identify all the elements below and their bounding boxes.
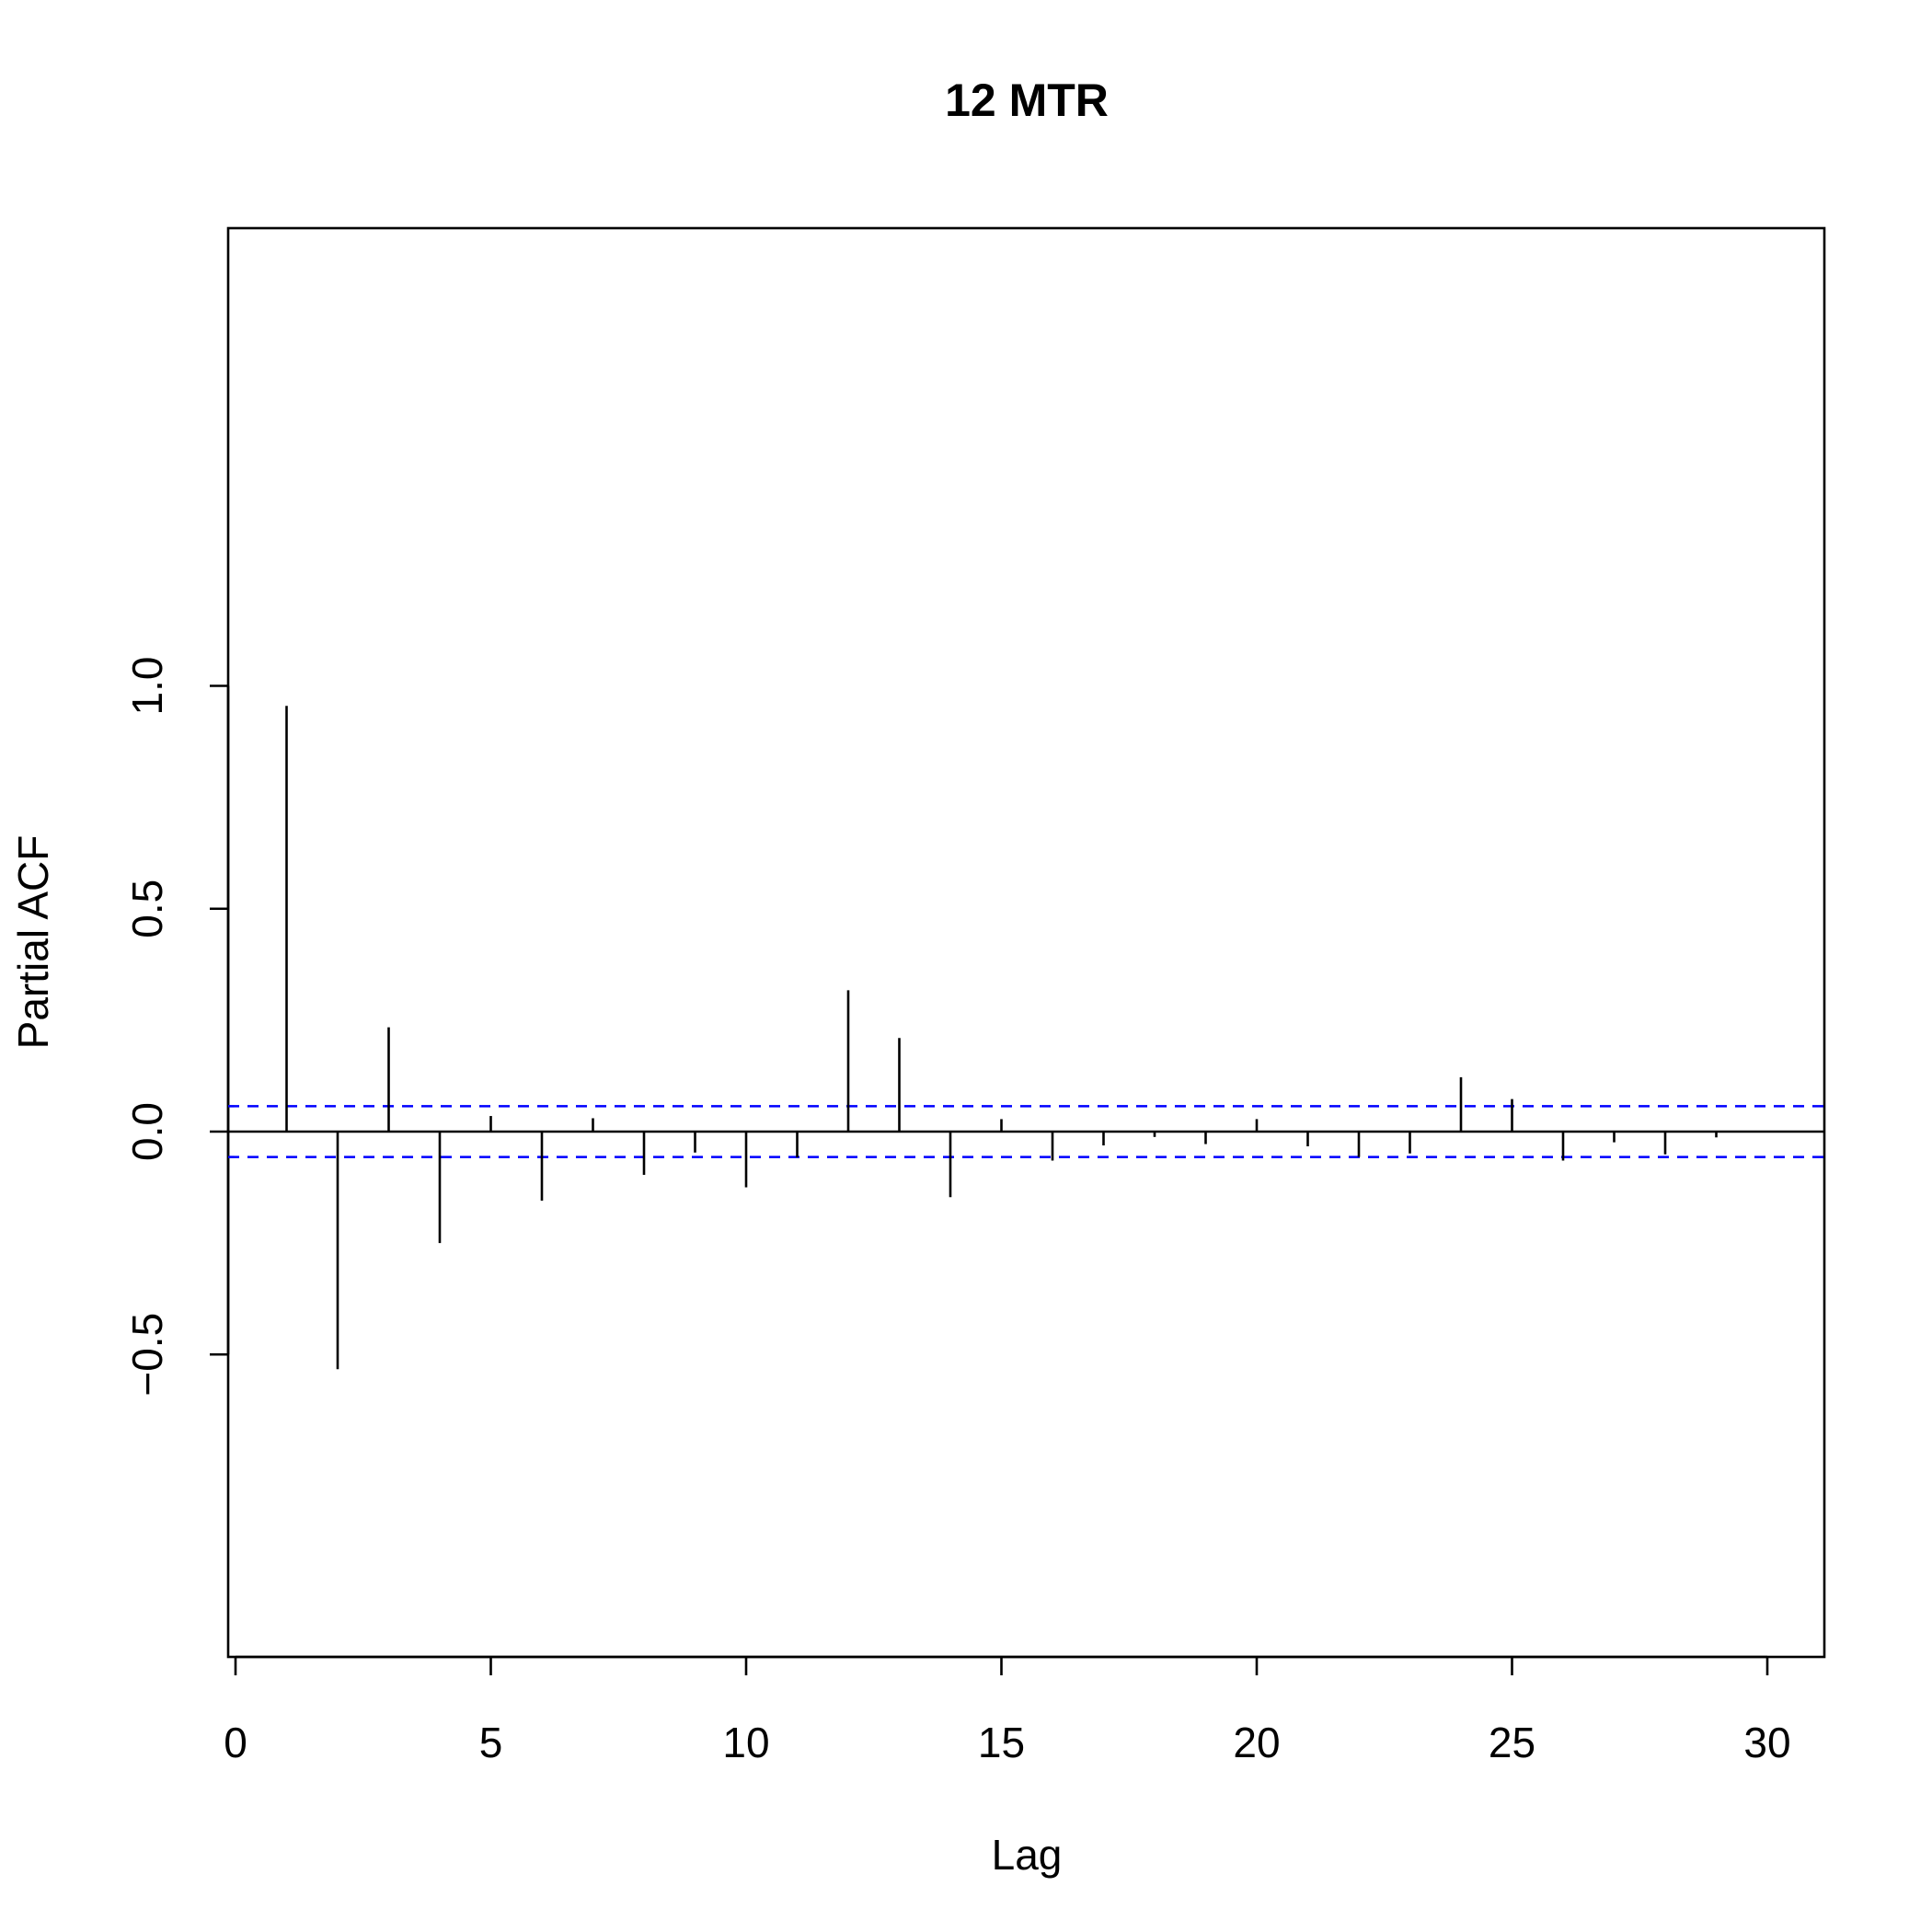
x-tick-label: 20 (1233, 1719, 1280, 1766)
x-tick-label: 10 (722, 1719, 769, 1766)
x-tick-label: 5 (479, 1719, 503, 1766)
y-tick-label: 0.5 (123, 880, 171, 938)
y-tick-label: 0.0 (123, 1102, 171, 1161)
x-axis-label: Lag (992, 1831, 1063, 1879)
x-tick-label: 30 (1743, 1719, 1790, 1766)
y-tick-label: 1.0 (123, 657, 171, 716)
confidence-bounds (228, 1105, 1824, 1158)
y-axis-label: Partial ACF (9, 835, 57, 1050)
plot-frame (226, 226, 1826, 1659)
pacf-spikes (285, 706, 1769, 1370)
x-axis: 0 5 10 15 20 25 30 (224, 1655, 1791, 1766)
y-axis: −0.5 0.0 0.5 1.0 (123, 657, 230, 1397)
x-tick-label: 0 (224, 1719, 247, 1766)
x-tick-label: 25 (1489, 1719, 1535, 1766)
y-tick-label: −0.5 (123, 1313, 171, 1397)
x-tick-label: 15 (978, 1719, 1025, 1766)
chart-title: 12 MTR (945, 75, 1109, 126)
